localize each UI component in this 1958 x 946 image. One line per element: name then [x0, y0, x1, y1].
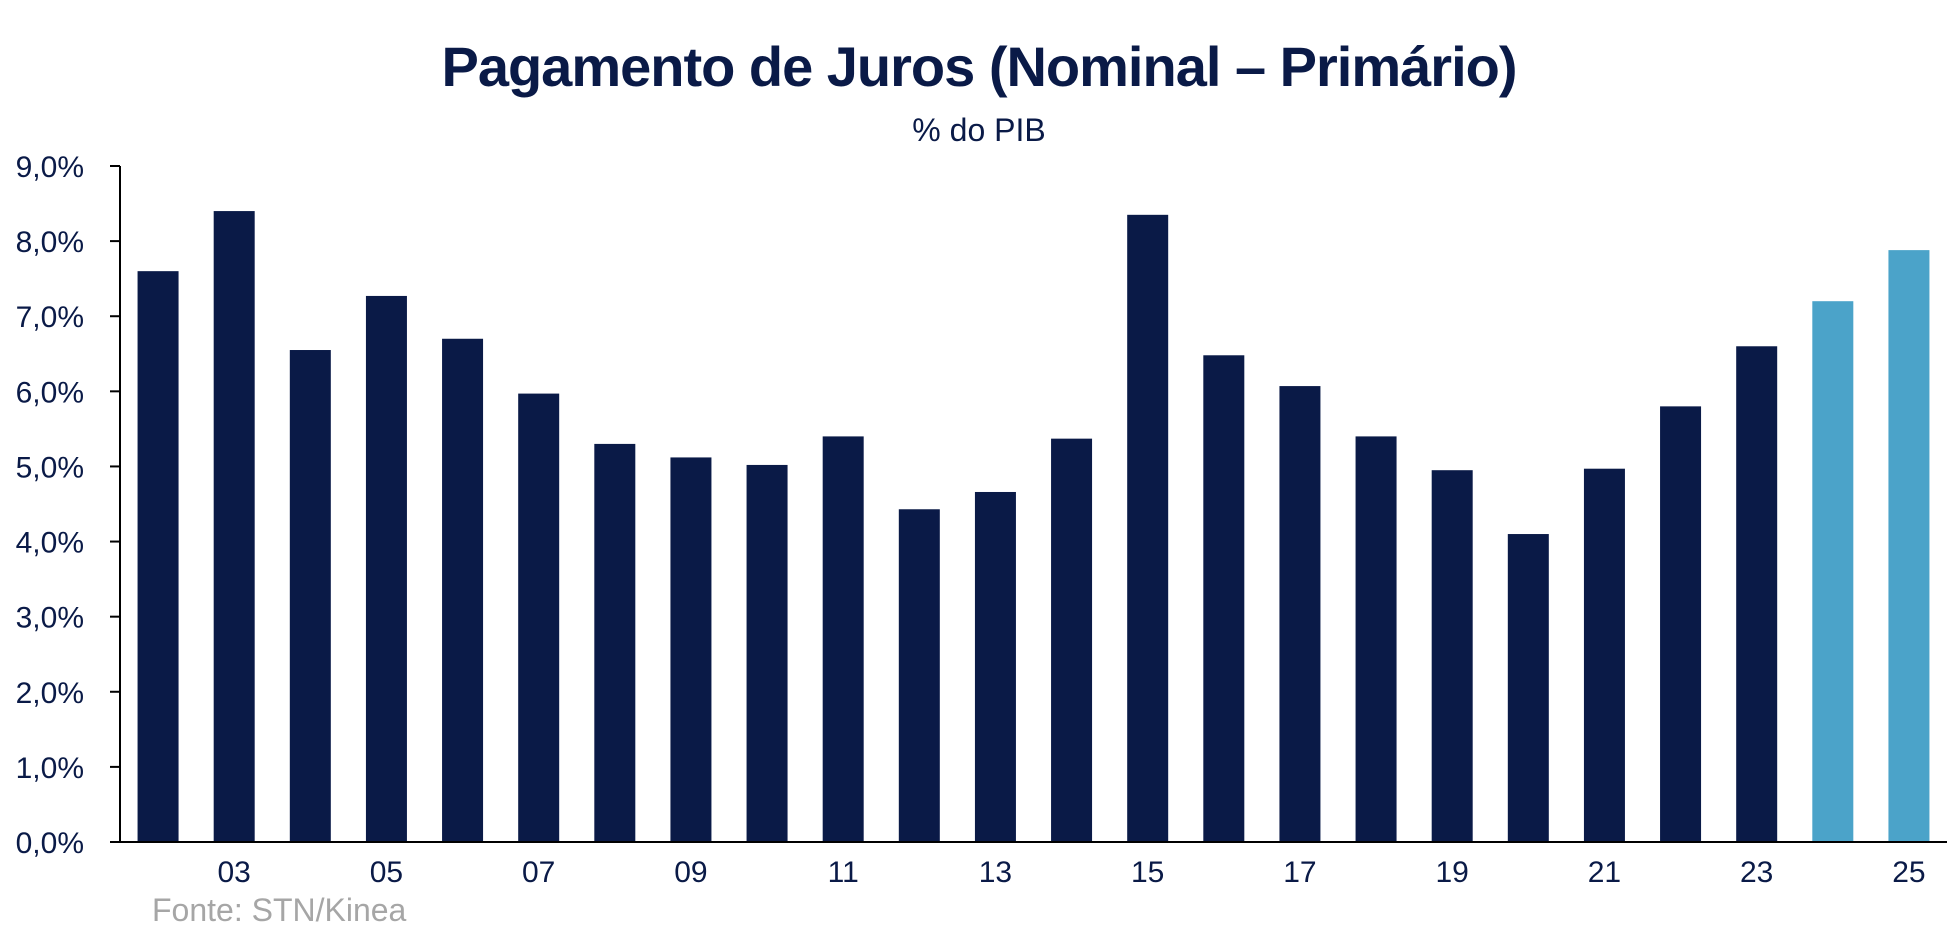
- x-tick-label: 25: [1892, 856, 1925, 889]
- x-tick-label: 13: [979, 856, 1012, 889]
- y-tick-label: 9,0%: [16, 151, 84, 184]
- y-tick-label: 0,0%: [16, 827, 84, 860]
- x-tick-label: 05: [370, 856, 403, 889]
- axes-layer: [110, 165, 1947, 843]
- chart-subtitle: % do PIB: [912, 112, 1046, 148]
- bar-18: [1355, 436, 1397, 842]
- y-tick-label: 5,0%: [16, 451, 84, 484]
- y-tick-label: 7,0%: [16, 301, 84, 334]
- x-tick-label: 15: [1131, 856, 1164, 889]
- y-tick-label: 8,0%: [16, 226, 84, 259]
- labels-layer: 0,0% 1,0% 2,0% 3,0% 4,0% 5,0% 6,0% 7,0% 8,0% 9,0%…: [16, 151, 1926, 889]
- y-tick-label: 6,0%: [16, 376, 84, 409]
- bar-22: [1660, 406, 1702, 842]
- bar-08: [594, 443, 636, 842]
- x-tick-label: 03: [218, 856, 251, 889]
- y-tick-label: 2,0%: [16, 677, 84, 710]
- chart-title: Pagamento de Juros (Nominal – Primário): [441, 35, 1517, 98]
- bar-06: [442, 338, 484, 842]
- x-tick-label: 19: [1436, 856, 1469, 889]
- bar-16: [1203, 355, 1245, 842]
- bar-07: [518, 393, 560, 842]
- bar-10: [746, 464, 788, 842]
- bar-21: [1583, 468, 1625, 842]
- x-tick-label: 11: [828, 856, 859, 889]
- bar-09: [670, 457, 712, 842]
- bar-20: [1507, 534, 1549, 842]
- bar-14: [1051, 438, 1093, 842]
- bar-02: [137, 271, 179, 842]
- source-note: Fonte: STN/Kinea: [152, 892, 407, 928]
- x-tick-label: 17: [1283, 856, 1316, 889]
- bar-17: [1279, 386, 1321, 842]
- x-tick-label: 21: [1588, 856, 1621, 889]
- y-tick-label: 3,0%: [16, 602, 84, 635]
- bar-15: [1127, 214, 1169, 842]
- y-tick-label: 1,0%: [16, 752, 84, 785]
- y-tick-label: 4,0%: [16, 527, 84, 560]
- bar-12: [898, 509, 940, 842]
- x-tick-label: 09: [674, 856, 707, 889]
- bar-05: [365, 295, 407, 842]
- bar-13: [974, 491, 1016, 842]
- bar-25: [1888, 250, 1930, 842]
- bar-19: [1431, 470, 1473, 842]
- x-tick-label: 07: [522, 856, 555, 889]
- bar-23: [1736, 346, 1778, 842]
- bar-03: [213, 211, 255, 842]
- bar-11: [822, 436, 864, 842]
- bar-24: [1812, 301, 1854, 842]
- bar-04: [289, 350, 331, 842]
- bars-layer: [137, 211, 1930, 842]
- x-tick-label: 23: [1740, 856, 1773, 889]
